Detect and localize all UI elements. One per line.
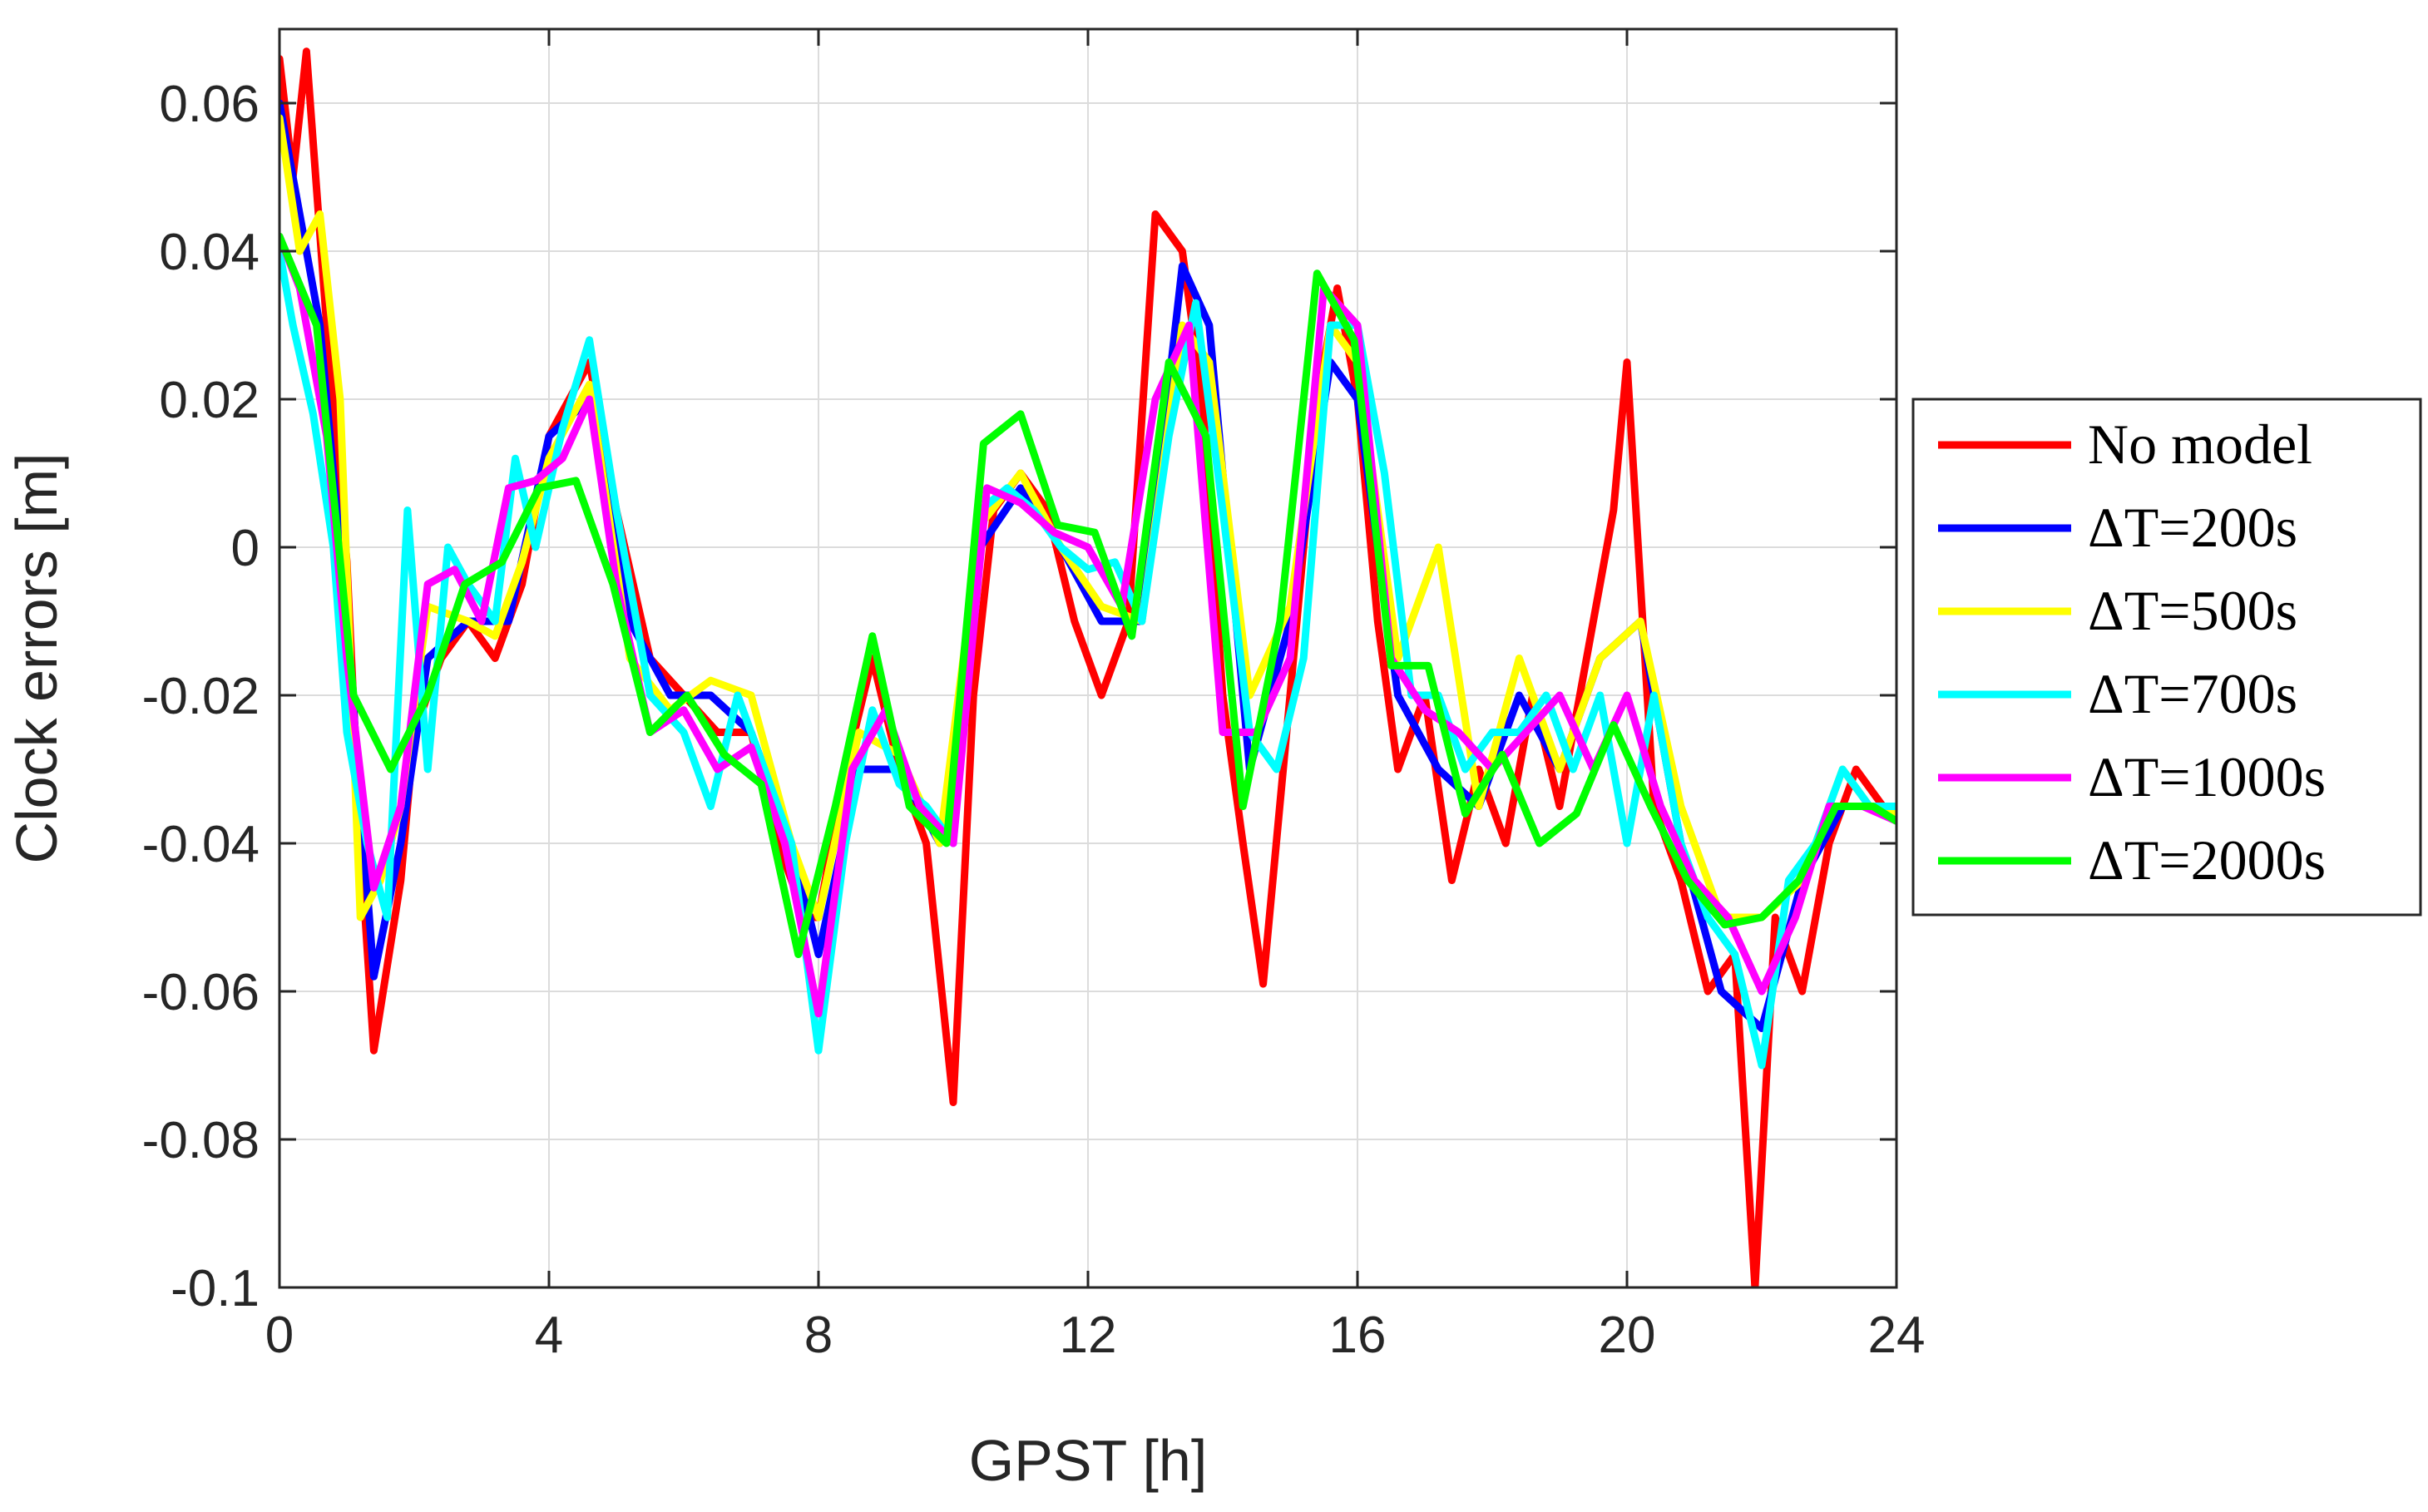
series-line-0 (279, 47, 1896, 1287)
legend-label: ΔT=500s (2088, 579, 2297, 642)
y-tick-label: -0.06 (142, 964, 260, 1021)
y-tick-label: 0.06 (159, 76, 260, 133)
y-tick-label: -0.08 (142, 1112, 260, 1169)
legend-label: ΔT=700s (2088, 662, 2297, 725)
legend-label: ΔT=1000s (2088, 745, 2326, 808)
y-tick-label: -0.04 (142, 816, 260, 873)
x-axis-label: GPST [h] (969, 1428, 1208, 1493)
legend-label: ΔT=2000s (2088, 828, 2326, 892)
x-tick-label: 24 (1868, 1307, 1926, 1364)
legend: No model ΔT=200s ΔT=500s ΔT=700s ΔT=1000s ΔT=… (1911, 398, 2422, 917)
series-line-5 (279, 232, 1896, 958)
y-tick-label: 0.02 (159, 372, 260, 429)
ticks (278, 29, 1898, 1289)
x-tick-label: 8 (804, 1307, 833, 1364)
x-tick-label: 4 (535, 1307, 563, 1364)
x-tick-label: 12 (1060, 1307, 1117, 1364)
x-tick-label: 0 (265, 1307, 294, 1364)
legend-label: No model (2088, 413, 2312, 476)
x-tick-labels: 0 4 8 12 16 20 24 (265, 1307, 1926, 1364)
legend-label: ΔT=200s (2088, 496, 2297, 559)
y-tick-label: 0 (231, 520, 260, 577)
y-tick-label: -0.02 (142, 668, 260, 725)
y-tick-labels: 0.06 0.04 0.02 0 -0.02 -0.04 -0.06 -0.08 -0.1 (142, 76, 260, 1317)
legend-box (1911, 398, 2422, 917)
series-layer (279, 47, 1896, 1287)
y-tick-label: 0.04 (159, 224, 260, 281)
y-axis-label: Clock errors [m] (4, 453, 69, 864)
x-tick-label: 20 (1599, 1307, 1656, 1364)
y-tick-label: -0.1 (171, 1260, 260, 1317)
x-tick-label: 16 (1329, 1307, 1387, 1364)
